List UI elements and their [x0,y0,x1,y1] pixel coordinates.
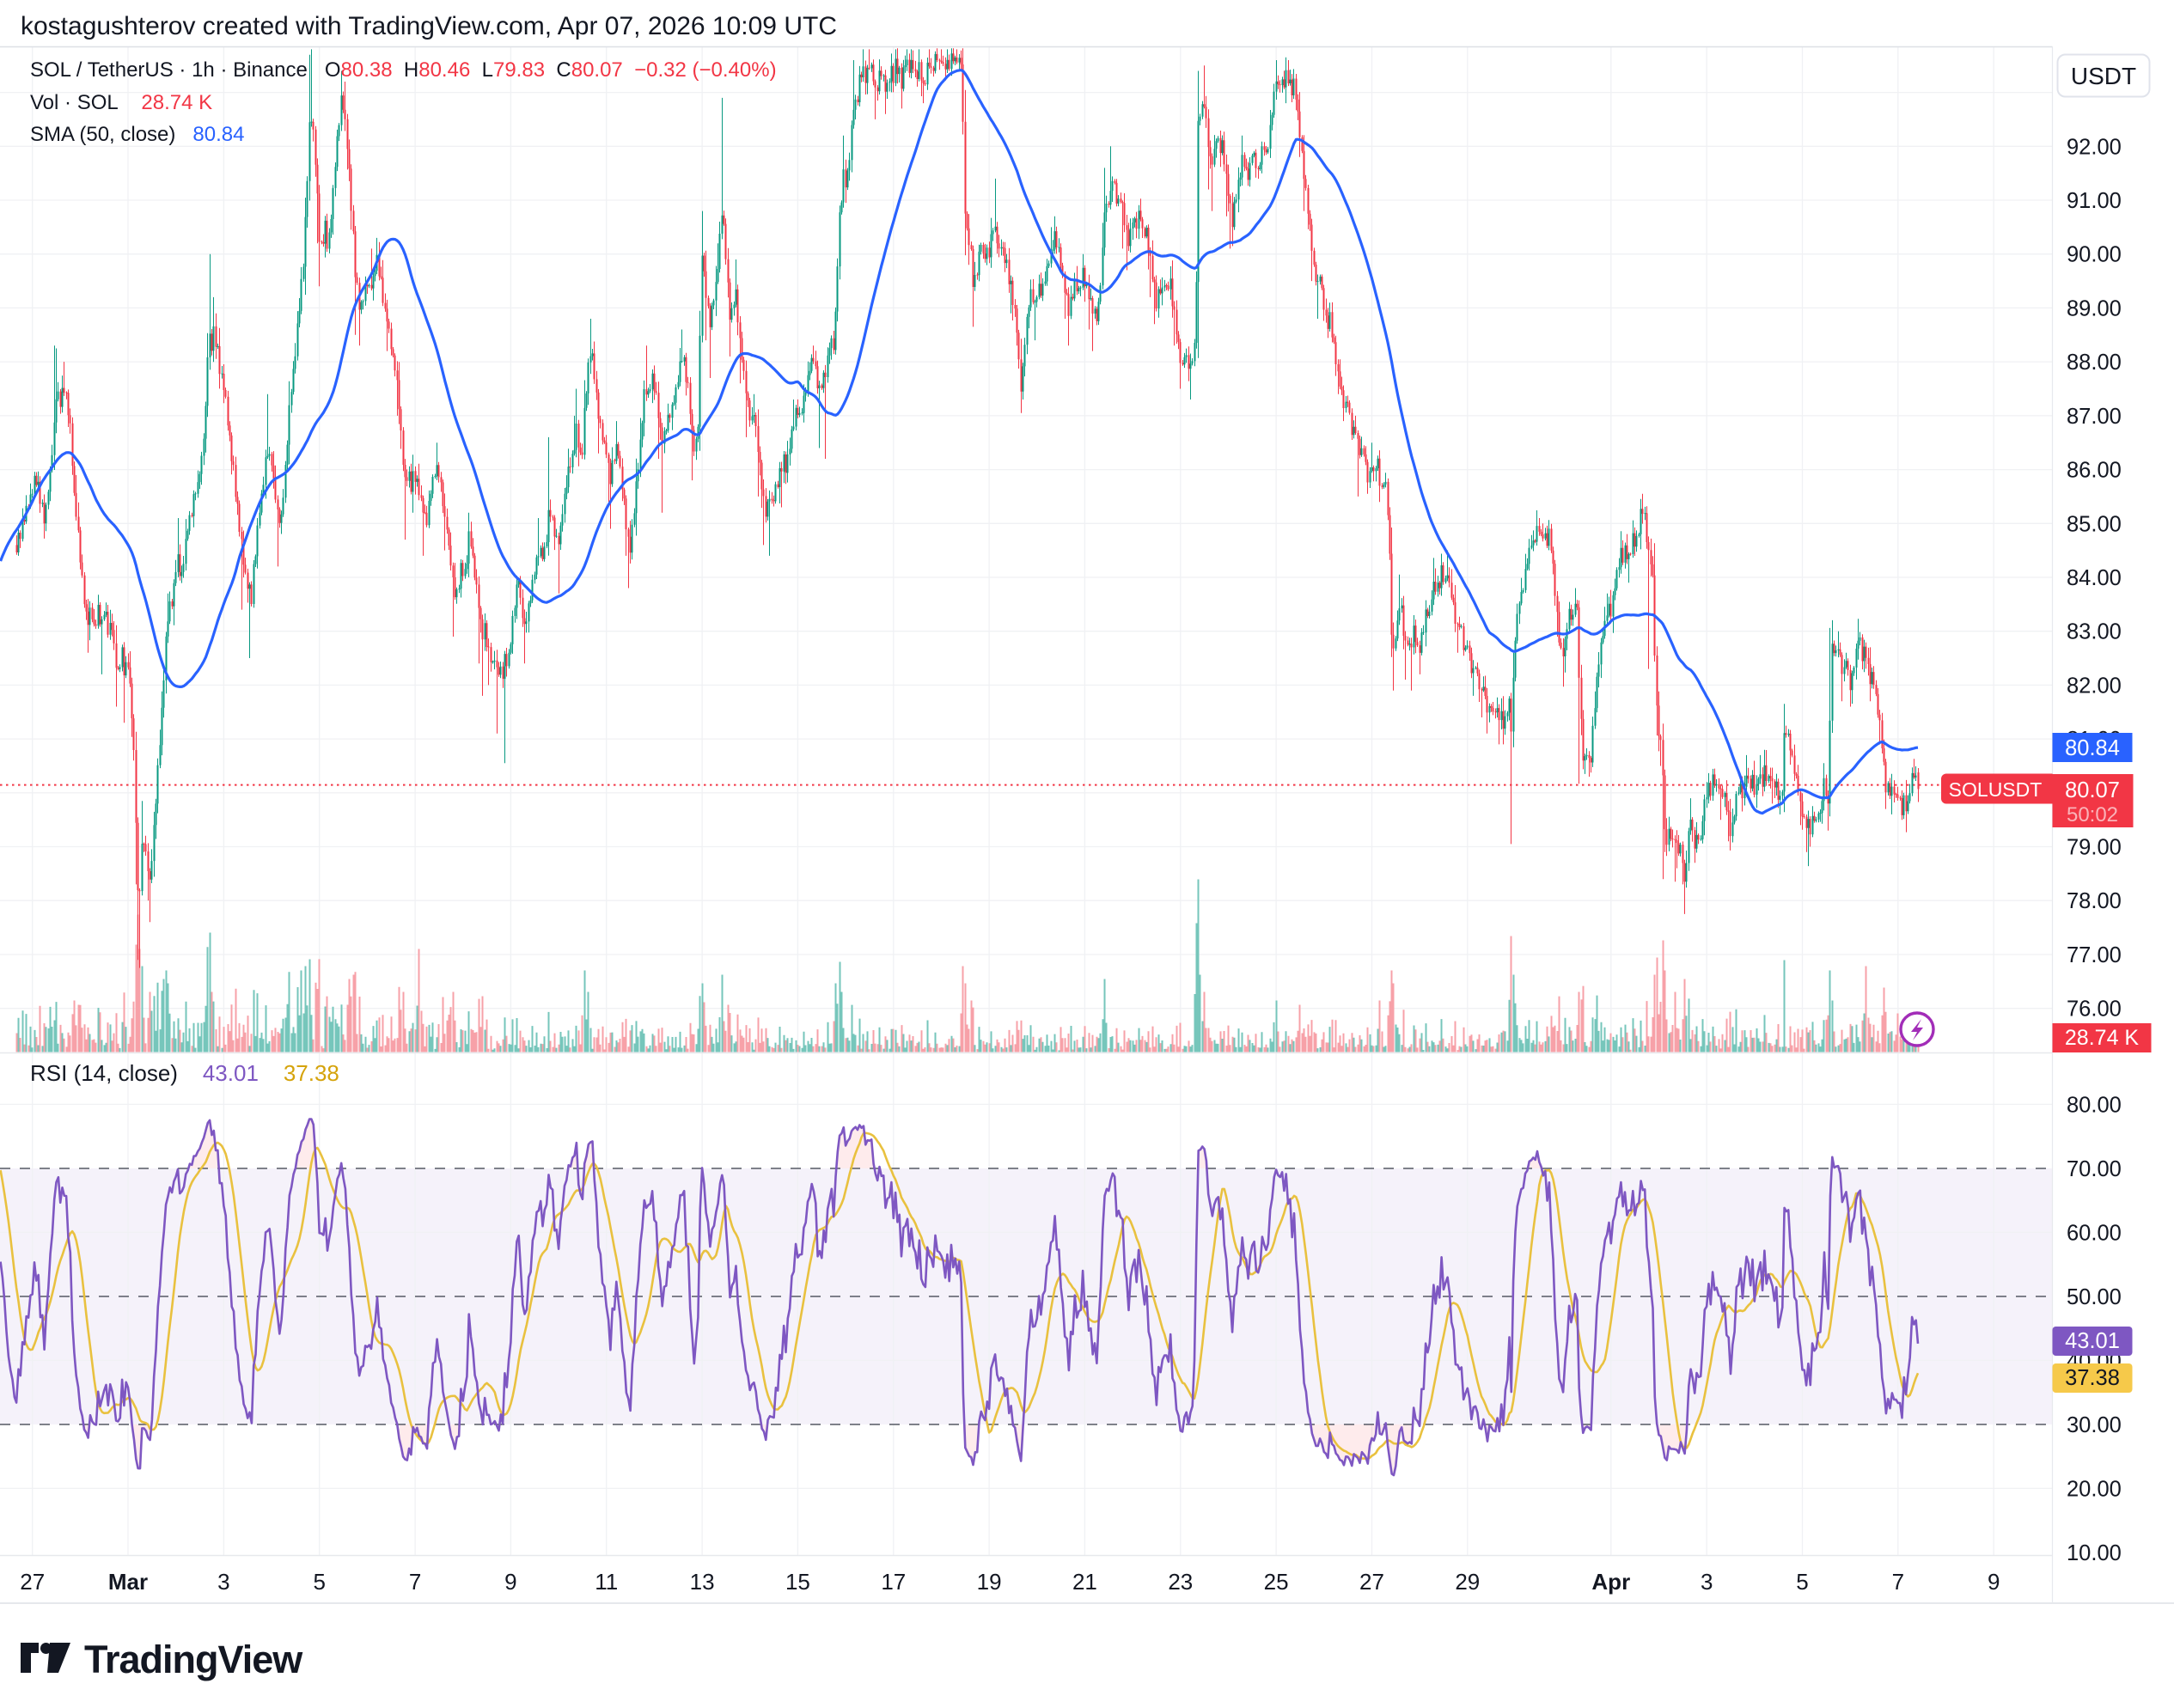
svg-text:20.00: 20.00 [2067,1477,2122,1501]
svg-text:25: 25 [1264,1569,1289,1595]
svg-text:28.74 K: 28.74 K [2065,1026,2140,1050]
svg-text:21: 21 [1072,1569,1097,1595]
svg-text:9: 9 [1988,1569,2000,1595]
svg-text:79.00: 79.00 [2067,836,2122,860]
svg-text:88.00: 88.00 [2067,351,2122,375]
svg-text:SMA (50, close) 80.84: SMA (50, close) 80.84 [30,123,244,146]
svg-text:27: 27 [1359,1569,1384,1595]
svg-text:82.00: 82.00 [2067,674,2122,698]
svg-text:90.00: 90.00 [2067,243,2122,267]
svg-text:30.00: 30.00 [2067,1413,2122,1437]
svg-text:60.00: 60.00 [2067,1221,2122,1245]
svg-text:10.00: 10.00 [2067,1541,2122,1565]
svg-text:Mar: Mar [108,1569,148,1595]
svg-text:RSI (14, close) 43.01 37: RSI (14, close) 43.01 37.38 [30,1060,339,1086]
svg-text:3: 3 [217,1569,229,1595]
svg-text:3: 3 [1701,1569,1713,1595]
svg-text:27: 27 [20,1569,45,1595]
svg-text:SOL / TetherUS · 1h · Binance: SOL / TetherUS · 1h · Binance O80.38 H80… [30,58,777,82]
svg-text:13: 13 [690,1569,715,1595]
svg-text:50:02: 50:02 [2067,803,2118,827]
svg-text:80.07: 80.07 [2065,778,2120,802]
svg-text:19: 19 [977,1569,1002,1595]
svg-text:77.00: 77.00 [2067,943,2122,967]
svg-text:11: 11 [595,1569,618,1595]
svg-text:7: 7 [409,1569,421,1595]
svg-text:Vol · SOL 28.74 K: Vol · SOL 28.74 K [30,91,212,114]
svg-text:Apr: Apr [1591,1569,1630,1595]
svg-text:37.38: 37.38 [2065,1366,2120,1390]
svg-text:TradingView: TradingView [84,1638,303,1681]
svg-text:78.00: 78.00 [2067,889,2122,913]
svg-text:23: 23 [1168,1569,1193,1595]
svg-text:17: 17 [881,1569,906,1595]
svg-text:kostagushterov created with Tr: kostagushterov created with TradingView.… [21,12,837,40]
svg-text:5: 5 [1796,1569,1808,1595]
svg-text:80.84: 80.84 [2065,736,2120,760]
svg-text:70.00: 70.00 [2067,1157,2122,1181]
svg-text:83.00: 83.00 [2067,620,2122,644]
svg-text:92.00: 92.00 [2067,135,2122,159]
svg-text:50.00: 50.00 [2067,1285,2122,1309]
svg-text:43.01: 43.01 [2065,1329,2120,1353]
svg-text:7: 7 [1892,1569,1904,1595]
svg-text:USDT: USDT [2071,63,2136,89]
svg-text:91.00: 91.00 [2067,189,2122,213]
svg-text:89.00: 89.00 [2067,296,2122,320]
svg-text:15: 15 [785,1569,810,1595]
svg-text:85.00: 85.00 [2067,512,2122,536]
svg-text:87.00: 87.00 [2067,405,2122,429]
svg-text:5: 5 [313,1569,325,1595]
svg-text:80.00: 80.00 [2067,1093,2122,1117]
svg-text:SOLUSDT: SOLUSDT [1949,778,2043,801]
svg-text:84.00: 84.00 [2067,566,2122,590]
svg-text:9: 9 [504,1569,516,1595]
svg-text:76.00: 76.00 [2067,997,2122,1022]
svg-text:29: 29 [1455,1569,1480,1595]
svg-text:86.00: 86.00 [2067,459,2122,483]
